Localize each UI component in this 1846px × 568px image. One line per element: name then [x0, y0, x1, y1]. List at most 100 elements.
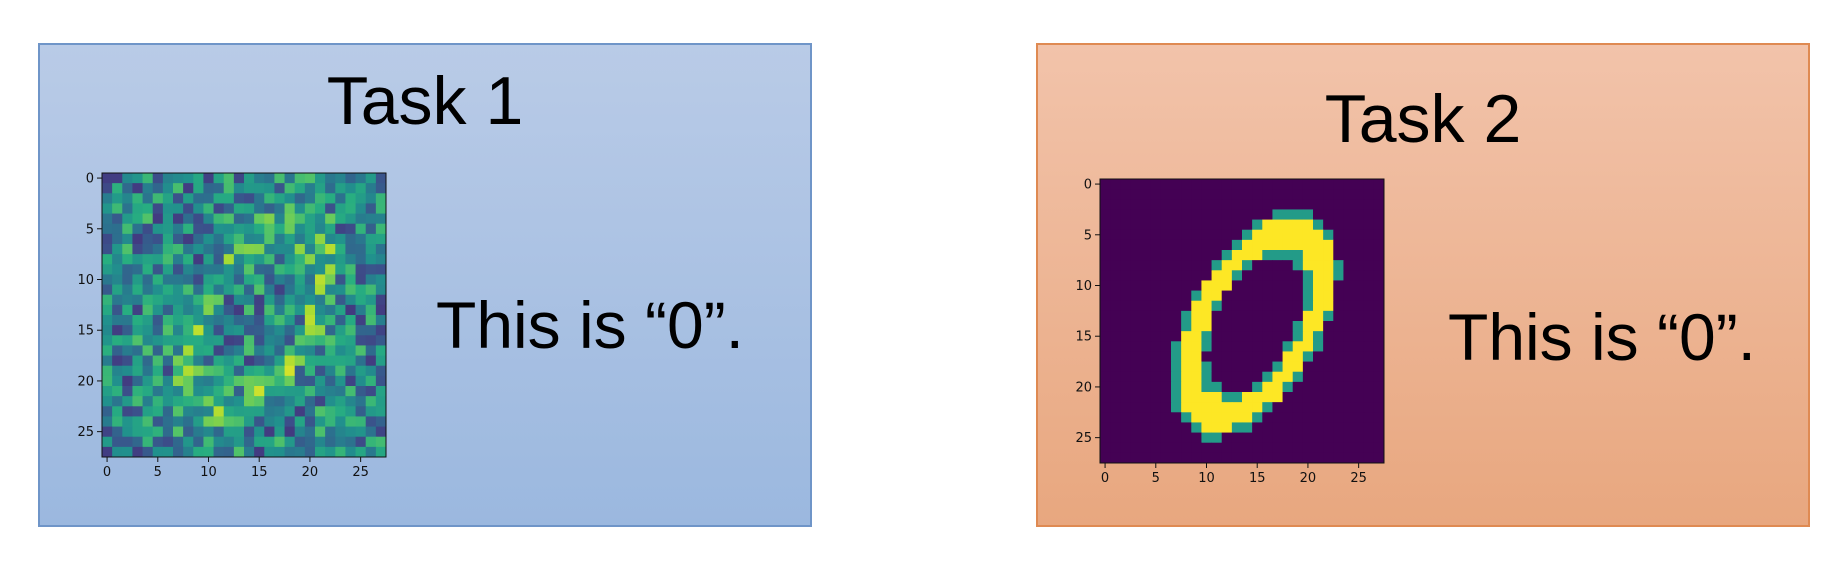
task-1-heatmap-cell [315, 233, 326, 245]
task-1-heatmap-cell [274, 426, 285, 438]
task-2-heatmap-cell [1302, 199, 1314, 210]
task-2-heatmap-cell [1140, 280, 1152, 291]
task-1-heatmap-cell [233, 365, 245, 377]
task-2-heatmap-cell [1373, 229, 1385, 241]
task-1-heatmap-cell [122, 213, 133, 225]
task-1-heatmap-cell [274, 375, 285, 387]
task-2-heatmap-cell [1181, 260, 1192, 271]
task-2-heatmap-cell [1252, 290, 1263, 302]
task-2-heatmap-cell [1160, 229, 1172, 241]
task-1-heatmap-cell [264, 304, 275, 316]
task-1-heatmap-cell [162, 315, 174, 326]
task-2-heatmap-cell [1171, 452, 1182, 464]
task-2-heatmap-cell [1363, 341, 1375, 352]
task-1-heatmap-cell [193, 173, 204, 184]
task-1-heatmap-cell [223, 335, 235, 346]
task-2-heatmap-cell [1242, 310, 1253, 322]
task-1-heatmap-cell [233, 386, 245, 397]
task-1-heatmap-cell [173, 416, 184, 427]
task-1-heatmap-cell [203, 274, 214, 285]
task-1-heatmap-cell [365, 375, 377, 387]
task-1-heatmap-cell [102, 244, 113, 255]
task-1-heatmap-cell [284, 284, 296, 296]
task-1-heatmap-cell [102, 223, 113, 235]
task-2-heatmap-cell [1110, 422, 1121, 433]
task-1-heatmap-cell [223, 436, 235, 448]
task-1-heatmap-cell [112, 304, 123, 316]
task-2-heatmap-cell [1201, 260, 1212, 271]
task-2-heatmap-cell [1282, 209, 1294, 220]
task-1-heatmap-cell [162, 203, 174, 214]
task-1-heatmap-cell [173, 244, 184, 255]
task-2-heatmap-cell [1171, 422, 1182, 433]
task-2-heatmap-cell [1130, 229, 1141, 241]
task-2-heatmap-cell [1262, 351, 1273, 362]
task-2-heatmap-cell [1272, 179, 1283, 190]
task-2-heatmap-cell [1110, 179, 1121, 190]
task-1-heatmap-cell [335, 203, 346, 214]
task-1-heatmap-cell [122, 203, 133, 214]
task-2-heatmap-cell [1130, 270, 1141, 281]
task-1-heatmap-cell [355, 254, 367, 265]
task-2-heatmap-cell [1302, 209, 1314, 220]
task-1-heatmap-cell [264, 446, 275, 458]
task-1-heatmap-cell [162, 365, 174, 377]
task-1-heatmap-cell [254, 386, 265, 397]
task-1-heatmap-cell [102, 406, 113, 417]
task-2-heatmap-cell [1292, 310, 1304, 322]
task-2-heatmap-cell [1120, 442, 1131, 454]
task-1-heatmap-cell [142, 355, 154, 367]
task-1-heatmap-cell [162, 396, 174, 407]
task-2-heatmap-cell [1242, 371, 1253, 383]
task-1-heatmap-cell [112, 244, 123, 255]
task-1-heatmap-cell [304, 254, 316, 265]
task-2-heatmap-cell [1252, 270, 1263, 281]
task-2-heatmap-cell [1120, 209, 1131, 220]
task-1-heatmap-cell [142, 406, 154, 417]
task-1-heatmap-cell [244, 406, 255, 417]
task-2-heatmap-cell [1221, 331, 1233, 342]
task-2-heatmap-cell [1201, 402, 1212, 413]
task-2-heatmap-cell [1333, 381, 1344, 393]
task-2-heatmap-cell [1181, 310, 1192, 322]
task-1-heatmap-cell [244, 436, 255, 448]
task-1-heatmap-cell [244, 264, 255, 275]
task-1-heatmap-cell [325, 304, 336, 316]
task-2-heatmap-cell [1333, 422, 1344, 433]
task-2-heatmap-cell [1302, 452, 1314, 464]
task-1-heatmap-cell [193, 375, 204, 387]
task-1-heatmap-cell [345, 244, 356, 255]
task-1-heatmap-cell [183, 254, 194, 265]
task-1-heatmap-cell [152, 315, 164, 326]
task-2-heatmap-cell [1150, 239, 1162, 251]
task-2-heatmap-cell [1313, 199, 1324, 210]
task-1-heatmap-cell [325, 416, 336, 427]
task-1-heatmap-cell [365, 294, 377, 306]
task-2-heatmap-cell [1262, 402, 1273, 413]
task-2-heatmap-cell [1201, 199, 1212, 210]
task-1-heatmap-cell [284, 446, 296, 458]
task-2-heatmap-cell [1100, 381, 1111, 393]
task-1-heatmap-cell [294, 274, 306, 285]
task-2-heatmap-cell [1252, 452, 1263, 464]
task-1-heatmap-cell [375, 315, 387, 326]
task-2-heatmap-cell [1181, 432, 1192, 444]
task-2-heatmap-cell [1363, 209, 1375, 220]
task-1-heatmap-cell [183, 274, 194, 285]
task-2-heatmap-cell [1171, 260, 1182, 271]
task-2-heatmap-cell [1313, 209, 1324, 220]
task-1-heatmap-cell [375, 213, 387, 225]
task-1-heatmap-cell [193, 355, 204, 367]
task-2-heatmap-cell [1282, 280, 1294, 291]
task-1-heatmap-cell [244, 396, 255, 407]
task-2-heatmap-cell [1272, 280, 1283, 291]
task-1-heatmap-cell [304, 375, 316, 387]
task-1-heatmap-cell [315, 304, 326, 316]
task-2-heatmap-cell [1110, 260, 1121, 271]
task-2-heatmap-cell [1181, 290, 1192, 302]
task-1-heatmap-cell [183, 375, 194, 387]
task-1-heatmap-cell [325, 386, 336, 397]
task-2-heatmap-cell [1262, 239, 1273, 251]
task-2-heatmap-cell [1282, 270, 1294, 281]
task-2-heatmap-cell [1150, 229, 1162, 241]
